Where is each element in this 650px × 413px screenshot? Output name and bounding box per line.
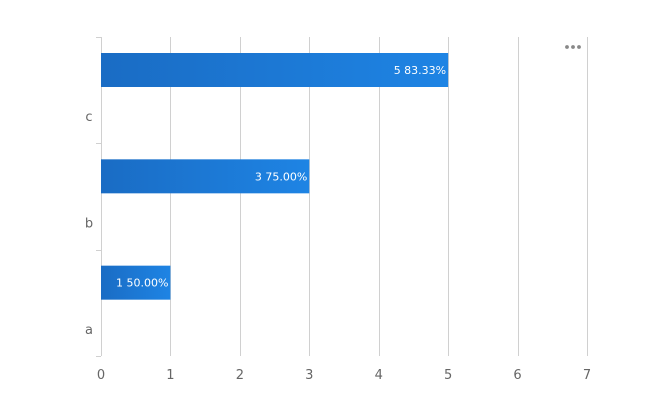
y-tick-label-c: c xyxy=(85,110,92,125)
bar-a[interactable] xyxy=(101,265,171,300)
data-labels: 1 50.00% 3 75.00% 5 83.33% xyxy=(116,64,446,290)
y-tick-label-a: a xyxy=(85,323,93,338)
x-tick-label: 7 xyxy=(583,368,591,383)
x-tick-label: 2 xyxy=(236,368,244,383)
data-label-c: 5 83.33% xyxy=(394,64,446,77)
x-tick-label: 6 xyxy=(513,368,521,383)
x-tick-label: 4 xyxy=(375,368,383,383)
x-tick-label: 0 xyxy=(97,368,105,383)
x-axis-ticks: 0 1 2 3 4 5 6 7 xyxy=(97,368,591,383)
more-horizontal-icon[interactable] xyxy=(565,45,581,49)
x-tick-label: 5 xyxy=(444,368,452,383)
bar-c[interactable] xyxy=(101,53,449,87)
chart-menu-button[interactable] xyxy=(560,38,586,56)
x-tick-label: 1 xyxy=(166,368,174,383)
data-label-a: 1 50.00% xyxy=(116,277,168,290)
data-label-b: 3 75.00% xyxy=(255,170,307,183)
bar-b[interactable] xyxy=(101,159,310,194)
x-tick-label: 3 xyxy=(305,368,313,383)
grid-lines xyxy=(101,37,588,356)
bars xyxy=(101,53,449,300)
y-tick-label-b: b xyxy=(85,217,93,232)
y-axis-ticks: a b c xyxy=(85,37,101,357)
